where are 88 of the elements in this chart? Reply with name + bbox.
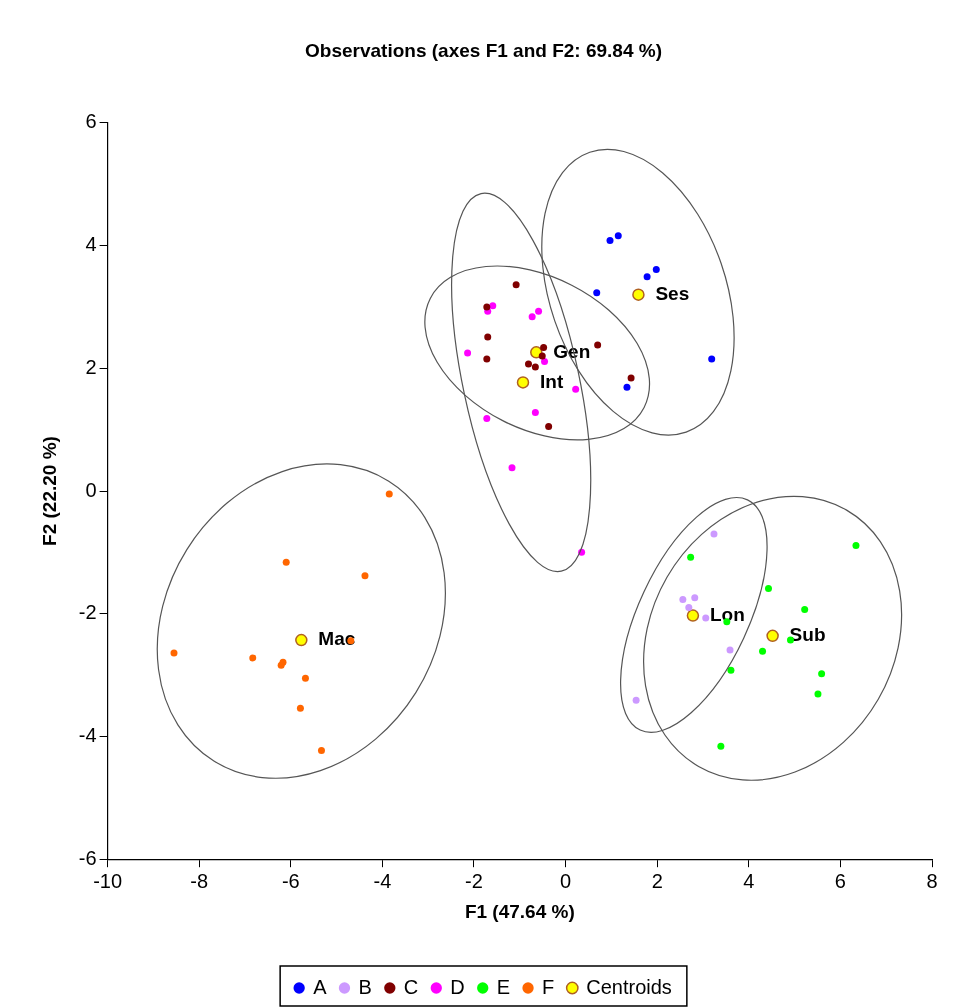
point	[301, 674, 309, 682]
legend-label: D	[450, 975, 465, 998]
point	[385, 490, 393, 498]
data-label: Int	[540, 370, 564, 392]
point	[766, 629, 779, 643]
point	[524, 360, 532, 368]
point	[679, 596, 687, 604]
x-tick-label: 0	[560, 869, 572, 892]
chart-title: Observations (axes F1 and F2: 69.84 %)	[305, 39, 662, 61]
point	[643, 273, 651, 281]
x-axis-title: F1 (47.64 %)	[464, 900, 575, 922]
point	[483, 415, 491, 423]
point	[528, 313, 536, 321]
point	[852, 542, 860, 550]
point	[296, 704, 304, 712]
point	[483, 303, 491, 311]
point	[686, 609, 700, 622]
x-tick-label: -10	[93, 869, 123, 892]
y-tick-label: 4	[85, 233, 97, 256]
point	[702, 614, 710, 622]
point	[710, 530, 718, 538]
point	[814, 690, 822, 698]
point	[530, 346, 543, 359]
point	[593, 289, 601, 297]
point	[759, 647, 767, 655]
x-tick-label: -6	[281, 869, 300, 892]
point	[572, 385, 580, 393]
point	[801, 605, 809, 613]
point	[818, 670, 826, 678]
point	[632, 696, 640, 704]
point	[317, 747, 325, 755]
point	[464, 349, 472, 357]
y-tick-label: 2	[85, 355, 97, 378]
point	[489, 302, 497, 310]
point	[685, 604, 693, 612]
point	[594, 341, 602, 349]
y-tick-label: -2	[78, 601, 97, 624]
data-label: Sub	[789, 624, 826, 646]
x-tick-label: 4	[743, 869, 755, 892]
point	[691, 594, 699, 602]
point	[483, 355, 491, 363]
point	[627, 374, 635, 382]
x-tick-label: -8	[190, 869, 209, 892]
point	[282, 558, 290, 566]
point	[687, 553, 695, 561]
legend-label: B	[358, 975, 372, 998]
point	[623, 383, 631, 391]
y-tick-label: 0	[85, 478, 97, 501]
y-axis-title: F2 (22.20 %)	[38, 436, 60, 546]
point	[540, 343, 548, 351]
point	[361, 572, 369, 580]
point	[535, 307, 543, 315]
point	[708, 355, 716, 363]
y-tick-label: -4	[78, 723, 97, 746]
point	[531, 408, 539, 416]
point	[632, 288, 645, 301]
point	[541, 358, 549, 366]
data-label: Ses	[655, 282, 690, 304]
x-tick-label: -4	[373, 869, 392, 892]
point	[726, 646, 734, 654]
point	[531, 363, 539, 371]
point	[516, 376, 530, 389]
point	[508, 464, 516, 472]
point	[545, 423, 553, 431]
data-label: Mac	[318, 628, 356, 650]
point	[717, 742, 725, 750]
legend-label: A	[313, 975, 328, 998]
point	[764, 585, 772, 593]
y-tick-label: -6	[78, 846, 97, 869]
legend-label: F	[542, 975, 555, 998]
x-tick-label: 6	[834, 869, 846, 892]
legend-label: C	[403, 975, 419, 998]
point	[614, 232, 622, 240]
point	[538, 352, 546, 360]
x-tick-label: 8	[926, 869, 938, 892]
point	[170, 649, 178, 657]
legend-label: E	[496, 975, 511, 998]
point	[727, 666, 735, 674]
point	[249, 654, 257, 662]
point	[652, 265, 660, 273]
x-tick-label: -2	[465, 869, 483, 892]
x-tick-label: 2	[651, 869, 663, 892]
legend-label: Centroids	[586, 975, 672, 998]
point	[512, 281, 520, 289]
point	[606, 237, 614, 245]
point	[295, 633, 308, 647]
point	[484, 333, 492, 341]
y-tick-label: 6	[85, 110, 97, 133]
